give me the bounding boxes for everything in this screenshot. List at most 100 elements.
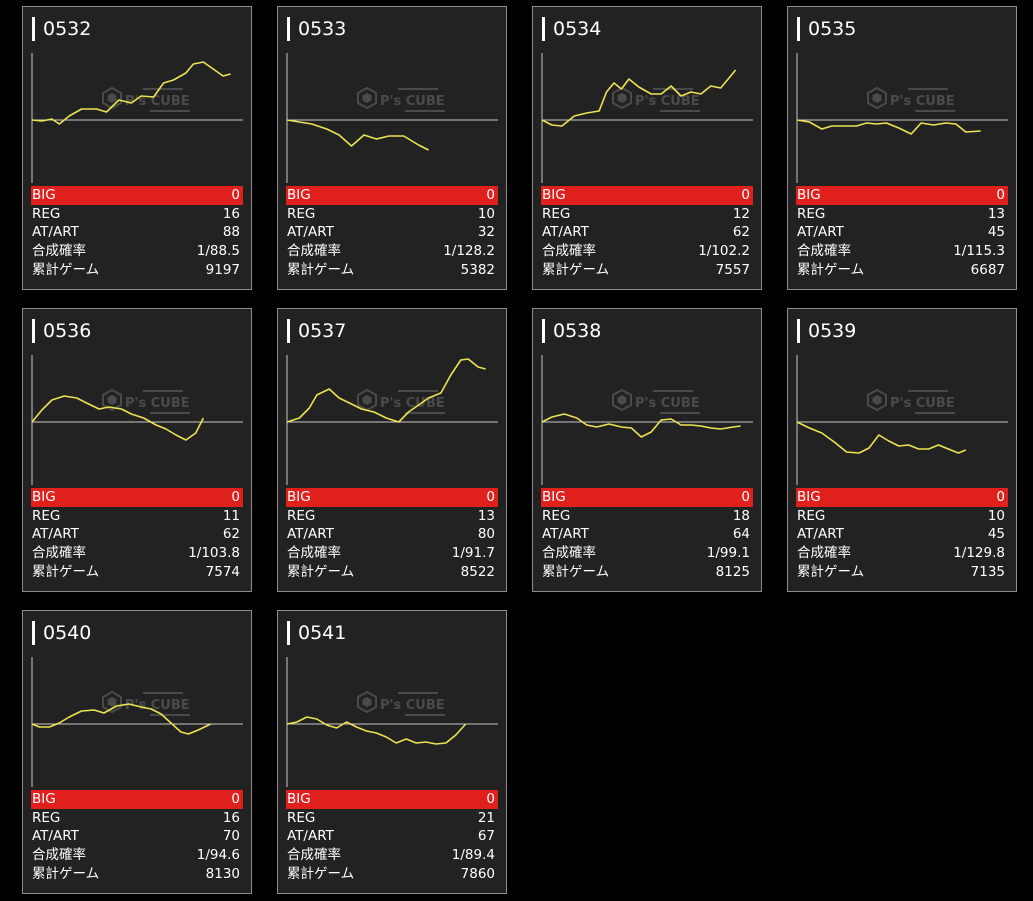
stat-value-reg: 13 (477, 507, 495, 524)
stat-row-reg: REG 12 (541, 205, 753, 224)
stat-row-atart: AT/ART 45 (796, 525, 1008, 544)
stat-value-big: 0 (996, 489, 1005, 506)
machine-card-0533[interactable]: 0533 P's CUBE BIG 0 REG 10 (277, 6, 507, 290)
hexagon-logo-icon (357, 690, 377, 714)
stat-label-prob: 合成確率 (287, 243, 341, 260)
machine-card-0537[interactable]: 0537 P's CUBE BIG 0 REG 13 (277, 308, 507, 592)
machine-card-0536[interactable]: 0536 P's CUBE BIG 0 REG 11 (22, 308, 252, 592)
stat-label-prob: 合成確率 (287, 847, 341, 864)
watermark-brand: P's CUBE (380, 396, 445, 411)
machine-card-0532[interactable]: 0532 P's CUBE BIG 0 REG 16 (22, 6, 252, 290)
trend-line (286, 119, 429, 151)
stat-value-reg: 21 (477, 809, 495, 826)
stat-label-reg: REG (287, 809, 316, 826)
stat-label-prob: 合成確率 (32, 847, 86, 864)
stat-value-reg: 18 (732, 507, 750, 524)
stat-label-big: BIG (287, 187, 311, 204)
watermark-tagline (908, 88, 948, 90)
watermark-subline (660, 110, 700, 112)
machine-number[interactable]: 0536 (43, 320, 92, 342)
stat-label-prob: 合成確率 (797, 545, 851, 562)
watermark-tagline (398, 692, 438, 694)
trend-line (541, 413, 741, 438)
machine-number[interactable]: 0540 (43, 622, 92, 644)
stat-value-reg: 10 (987, 507, 1005, 524)
stats-table: BIG 0 REG 10 AT/ART 32 合成確率 1/128.2 累計ゲー… (286, 186, 498, 279)
machine-card-0541[interactable]: 0541 P's CUBE BIG 0 REG 21 (277, 610, 507, 894)
machine-number[interactable]: 0533 (298, 18, 347, 40)
machine-card-0535[interactable]: 0535 P's CUBE BIG 0 REG 13 (787, 6, 1017, 290)
watermark: P's CUBE (102, 690, 190, 716)
stat-value-big: 0 (231, 489, 240, 506)
stat-label-prob: 合成確率 (287, 545, 341, 562)
machine-number[interactable]: 0538 (553, 320, 602, 342)
stats-table: BIG 0 REG 12 AT/ART 62 合成確率 1/102.2 累計ゲー… (541, 186, 753, 279)
stat-value-games: 9197 (205, 261, 240, 278)
watermark-subline (915, 110, 955, 112)
watermark-brand: P's CUBE (380, 94, 445, 109)
stat-label-atart: AT/ART (287, 526, 334, 543)
stat-label-games: 累計ゲーム (797, 261, 865, 278)
stat-row-prob: 合成確率 1/103.8 (31, 544, 243, 563)
machine-number[interactable]: 0539 (808, 320, 857, 342)
machine-number[interactable]: 0537 (298, 320, 347, 342)
machine-number[interactable]: 0534 (553, 18, 602, 40)
stat-row-big: BIG 0 (541, 186, 753, 205)
stat-row-prob: 合成確率 1/88.5 (31, 242, 243, 261)
machine-card-0540[interactable]: 0540 P's CUBE BIG 0 REG 16 (22, 610, 252, 894)
stat-row-reg: REG 11 (31, 507, 243, 526)
stat-value-reg: 10 (477, 205, 495, 222)
stat-label-reg: REG (32, 809, 61, 826)
stat-row-atart: AT/ART 80 (286, 525, 498, 544)
stat-label-atart: AT/ART (287, 224, 334, 241)
stat-label-games: 累計ゲーム (287, 261, 355, 278)
trend-line (286, 358, 486, 423)
watermark-subline (660, 412, 700, 414)
watermark: P's CUBE (357, 690, 445, 716)
watermark-subline (405, 412, 445, 414)
stat-label-big: BIG (797, 187, 821, 204)
stat-row-prob: 合成確率 1/129.8 (796, 544, 1008, 563)
stat-row-games: 累計ゲーム 7557 (541, 260, 753, 279)
hexagon-logo-icon (612, 86, 632, 110)
hexagon-logo-icon (102, 690, 122, 714)
watermark-tagline (398, 88, 438, 90)
stat-row-reg: REG 16 (31, 809, 243, 828)
machine-number[interactable]: 0532 (43, 18, 92, 40)
trend-line (796, 119, 981, 135)
watermark: P's CUBE (867, 388, 955, 414)
machine-card-0538[interactable]: 0538 P's CUBE BIG 0 REG 18 (532, 308, 762, 592)
stat-row-big: BIG 0 (286, 790, 498, 809)
stat-row-atart: AT/ART 45 (796, 223, 1008, 242)
machine-card-0534[interactable]: 0534 P's CUBE BIG 0 REG 12 (532, 6, 762, 290)
stat-value-games: 7557 (715, 261, 750, 278)
stat-row-games: 累計ゲーム 7135 (796, 562, 1008, 581)
stat-row-atart: AT/ART 64 (541, 525, 753, 544)
stat-label-big: BIG (32, 489, 56, 506)
hexagon-logo-icon (102, 388, 122, 412)
stat-row-big: BIG 0 (796, 488, 1008, 507)
machine-number[interactable]: 0535 (808, 18, 857, 40)
stat-row-games: 累計ゲーム 8125 (541, 562, 753, 581)
stat-value-prob: 1/88.5 (196, 243, 240, 260)
machine-number[interactable]: 0541 (298, 622, 347, 644)
stat-row-big: BIG 0 (796, 186, 1008, 205)
stat-label-atart: AT/ART (797, 526, 844, 543)
stat-value-reg: 12 (732, 205, 750, 222)
stat-row-big: BIG 0 (31, 790, 243, 809)
stat-row-reg: REG 10 (286, 205, 498, 224)
watermark: P's CUBE (357, 86, 445, 112)
watermark-brand: P's CUBE (125, 698, 190, 713)
stat-label-big: BIG (287, 489, 311, 506)
title-accent-bar (797, 319, 800, 343)
stat-label-games: 累計ゲーム (32, 865, 100, 882)
stats-table: BIG 0 REG 11 AT/ART 62 合成確率 1/103.8 累計ゲー… (31, 488, 243, 581)
stat-row-atart: AT/ART 70 (31, 827, 243, 846)
stat-label-prob: 合成確率 (32, 545, 86, 562)
stat-value-reg: 13 (987, 205, 1005, 222)
machine-card-0539[interactable]: 0539 P's CUBE BIG 0 REG 10 (787, 308, 1017, 592)
hexagon-logo-icon (867, 388, 887, 412)
stat-label-atart: AT/ART (797, 224, 844, 241)
card-title: 0533 (287, 15, 346, 43)
stats-table: BIG 0 REG 21 AT/ART 67 合成確率 1/89.4 累計ゲーム… (286, 790, 498, 883)
